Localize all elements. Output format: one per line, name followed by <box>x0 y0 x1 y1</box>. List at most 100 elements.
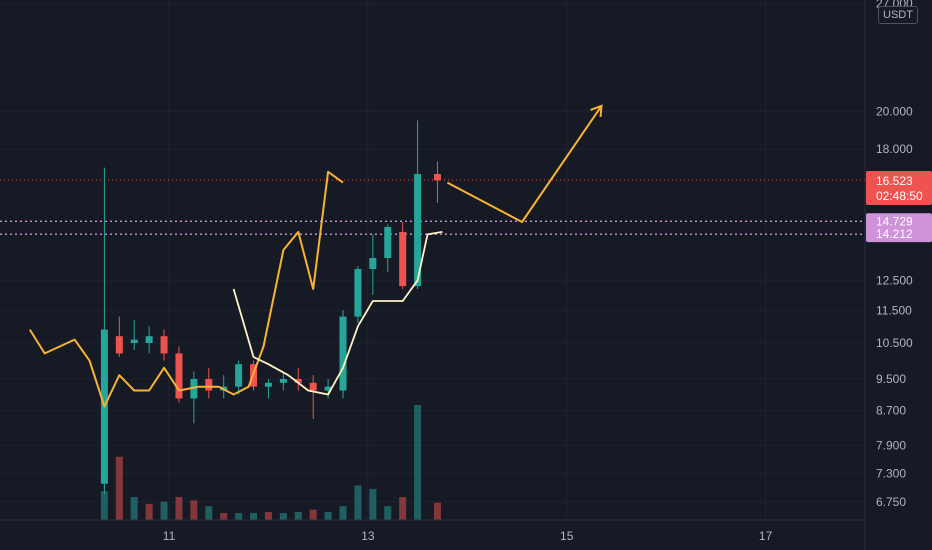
volume-bar <box>369 488 377 520</box>
candle <box>414 120 422 290</box>
volume-bar <box>160 501 168 520</box>
price-tick-label: 27.000 <box>876 0 913 10</box>
grid <box>0 0 865 520</box>
candle-body <box>324 386 332 391</box>
last-price-value: 16.523 <box>876 174 913 188</box>
candle <box>235 360 243 395</box>
volume-bar <box>309 509 317 520</box>
candle <box>205 367 213 399</box>
price-axis-background <box>865 0 932 550</box>
candle-body <box>309 382 317 391</box>
volume-bar <box>115 456 123 520</box>
price-tick-label: 7.300 <box>876 467 906 481</box>
price-axis[interactable]: 27.000 20.000 18.000 12.500 11.500 10.500 9.50… <box>864 0 932 550</box>
candle-body <box>115 336 123 354</box>
volume-bar <box>384 506 392 520</box>
volume-bar <box>324 511 332 520</box>
volume-bar <box>190 500 198 520</box>
price-tick-label: 10.500 <box>876 336 913 350</box>
last-price-badge-bg <box>866 170 932 205</box>
volume-bar <box>175 497 183 520</box>
candle <box>384 224 392 272</box>
candle <box>399 221 407 290</box>
candle <box>130 319 138 350</box>
time-tick-label: 15 <box>560 529 574 543</box>
candle <box>433 161 441 203</box>
candle-body <box>294 379 302 383</box>
candle-body <box>339 316 347 391</box>
moving-average-line <box>232 231 443 396</box>
countdown-timer: 02:48:50 <box>876 189 923 203</box>
candle <box>279 371 287 391</box>
candle-body <box>235 364 243 387</box>
indicator-lines <box>28 104 603 408</box>
volume-bar <box>294 511 302 520</box>
candle <box>264 379 272 399</box>
candle-body <box>354 268 362 317</box>
price-tick-label: 18.000 <box>876 142 913 156</box>
candle-body <box>279 379 287 383</box>
volume-bars <box>100 405 441 520</box>
level-badge-value: 14.729 <box>876 214 913 228</box>
candle <box>175 346 183 403</box>
price-tick-label: 11.500 <box>876 303 912 317</box>
projection-line <box>446 105 603 223</box>
price-tick-label: 12.500 <box>876 273 913 287</box>
projection-arrowhead <box>590 104 603 117</box>
candle-body <box>145 336 153 344</box>
candle-body <box>399 231 407 287</box>
candle-body <box>384 226 392 258</box>
volume-bar <box>399 497 407 520</box>
volume-bar <box>130 497 138 520</box>
price-tick-label: 9.500 <box>876 372 906 386</box>
level-badge-value: 14.212 <box>876 227 913 241</box>
time-axis[interactable]: 11 13 15 17 <box>0 519 865 543</box>
candle <box>354 266 362 324</box>
candle-body <box>205 379 213 391</box>
time-tick-label: 13 <box>361 529 375 543</box>
candle-body <box>175 353 183 399</box>
candle <box>190 371 198 424</box>
candle <box>115 316 123 357</box>
candle-body <box>414 173 422 287</box>
candle <box>145 326 153 354</box>
candle <box>339 310 347 399</box>
price-tick-label: 8.700 <box>876 404 906 418</box>
candle-body <box>190 379 198 399</box>
price-tick-label: 20.000 <box>876 104 913 118</box>
volume-bar <box>339 506 347 520</box>
time-tick-label: 11 <box>163 529 176 543</box>
currency-label[interactable]: USDT <box>878 6 918 24</box>
volume-bar <box>250 513 258 520</box>
level-badge-bg <box>866 226 932 243</box>
volume-bar <box>100 491 108 520</box>
candle <box>160 329 168 361</box>
fractal-line <box>28 170 344 408</box>
volume-bar <box>205 506 213 520</box>
level-badge: 14.729 <box>866 213 932 230</box>
candle-body <box>433 173 441 181</box>
volume-bar <box>414 405 422 520</box>
level-lines <box>0 179 865 235</box>
candle-body <box>160 336 168 354</box>
price-tick-label: 7.900 <box>876 438 906 452</box>
volume-bar <box>279 513 287 520</box>
candle-body <box>130 339 138 344</box>
candle <box>294 367 302 391</box>
volume-bar <box>145 503 153 520</box>
volume-bar <box>264 511 272 520</box>
price-tick-label: 6.750 <box>876 495 906 509</box>
candle <box>309 375 317 420</box>
candle-body <box>369 257 377 269</box>
volume-bar <box>354 485 362 520</box>
level-badge-bg <box>866 213 932 230</box>
candle-body <box>264 382 272 387</box>
volume-bar <box>235 513 243 520</box>
level-badge: 14.212 <box>866 226 932 243</box>
volume-bar <box>433 502 441 520</box>
volume-bar <box>220 513 228 520</box>
